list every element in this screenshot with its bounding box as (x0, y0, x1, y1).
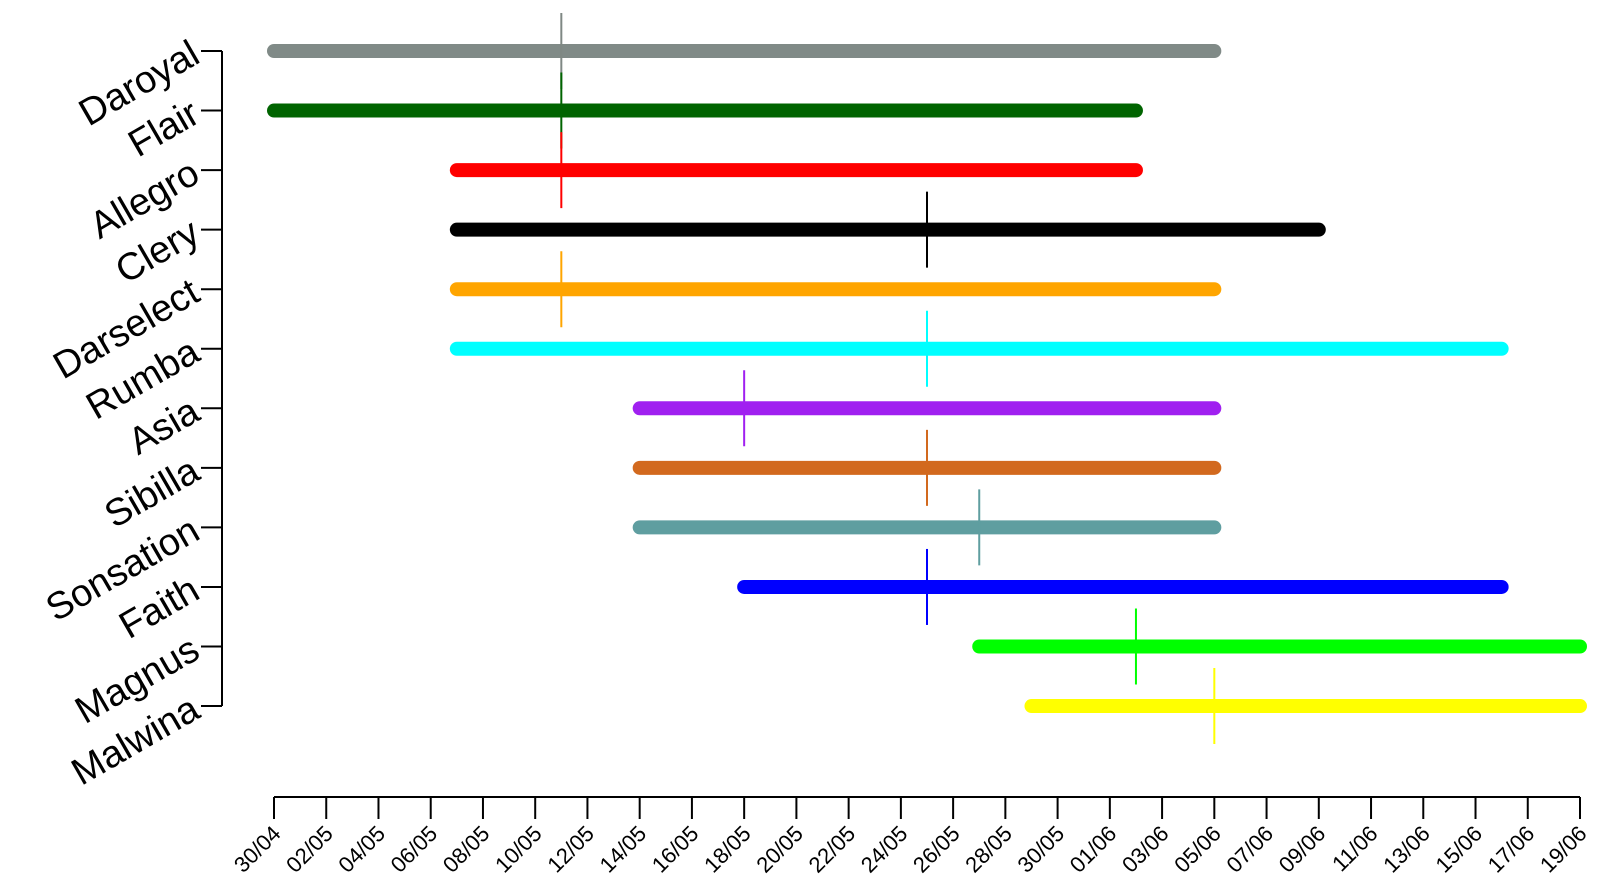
x-tick-label: 28/05 (960, 821, 1017, 878)
x-tick-label: 10/05 (490, 821, 547, 878)
x-tick-label: 15/06 (1430, 821, 1487, 878)
x-tick-label: 06/05 (386, 821, 443, 878)
x-tick-label: 17/06 (1483, 821, 1540, 878)
x-tick-label: 04/05 (333, 821, 390, 878)
x-tick-label: 26/05 (908, 821, 965, 878)
x-tick-label: 11/06 (1327, 821, 1382, 876)
x-axis: 30/0402/0504/0506/0508/0510/0512/0514/05… (229, 796, 1592, 878)
bar-layer (267, 13, 1587, 745)
x-tick-label: 20/05 (751, 821, 808, 878)
x-tick-label: 16/05 (647, 821, 704, 878)
x-tick-label: 30/05 (1013, 821, 1070, 878)
y-axis: DaroyalFlairAllegroCleryDarselectRumbaAs… (39, 33, 223, 794)
x-tick-label: 18/05 (699, 821, 756, 878)
x-tick-label: 03/06 (1117, 821, 1174, 878)
x-tick-label: 07/06 (1221, 821, 1278, 878)
x-tick-label: 12/05 (542, 821, 599, 878)
x-tick-label: 22/05 (804, 821, 861, 878)
x-tick-label: 08/05 (438, 821, 495, 878)
x-tick-label: 09/06 (1274, 821, 1331, 878)
x-tick-label: 01/06 (1065, 821, 1122, 878)
x-tick-label: 30/04 (229, 821, 286, 878)
x-tick-label: 19/06 (1535, 821, 1592, 878)
x-tick-label: 24/05 (856, 821, 913, 878)
x-tick-label: 02/05 (281, 821, 338, 878)
x-tick-label: 13/06 (1378, 821, 1435, 878)
x-tick-label: 14/05 (595, 821, 652, 878)
x-tick-label: 05/06 (1169, 821, 1226, 878)
